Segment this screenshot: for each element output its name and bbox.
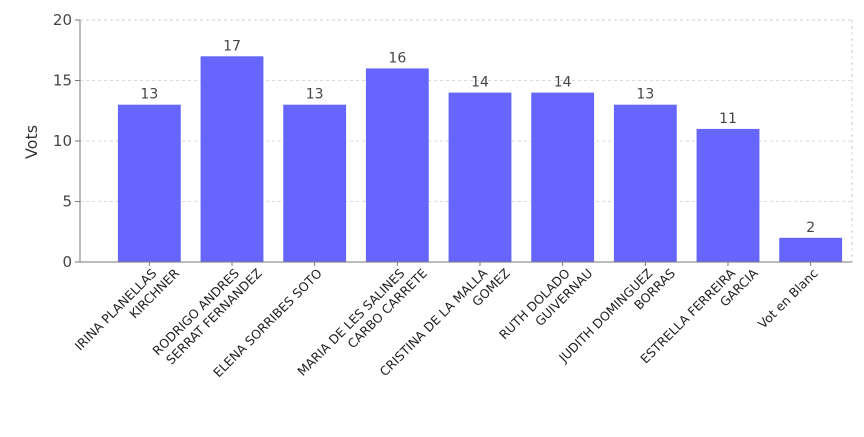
x-tick-label: Vot en Blanc <box>755 265 821 331</box>
data-label: 11 <box>719 111 737 127</box>
category-label-line: Vot en Blanc <box>755 265 821 331</box>
category-label: JUDITH DOMINGUEZBORRAS <box>555 254 678 377</box>
data-label: 13 <box>636 87 654 103</box>
y-tick-label: 20 <box>53 11 72 29</box>
bars: 13 17 13 16 14 14 13 11 2 <box>117 38 843 263</box>
bar <box>117 104 181 262</box>
bar <box>365 68 429 263</box>
category-label: Vot en Blanc <box>755 265 821 331</box>
y-tick-label: 0 <box>62 253 72 271</box>
y-axis-title: Vots <box>22 125 41 159</box>
data-label: 2 <box>806 220 815 236</box>
bar <box>283 104 347 262</box>
data-label: 16 <box>388 50 406 66</box>
y-tick-label: 10 <box>53 132 72 150</box>
category-label-line: SERRAT FERNANDEZ <box>163 266 265 368</box>
category-label: ESTRELLA FERREIRAGARCIA <box>637 254 761 378</box>
bar <box>531 92 595 262</box>
bar <box>200 56 264 262</box>
x-tick-label: ESTRELLA FERREIRAGARCIA <box>637 254 761 378</box>
bar <box>613 104 677 262</box>
x-tick-label: JUDITH DOMINGUEZBORRAS <box>555 254 678 377</box>
bar <box>696 128 760 262</box>
bar <box>448 92 512 262</box>
data-label: 14 <box>471 75 489 91</box>
data-label: 14 <box>554 75 572 91</box>
y-tick-label: 5 <box>62 193 72 211</box>
data-label: 13 <box>140 87 158 103</box>
bar <box>779 237 843 262</box>
data-label: 17 <box>223 38 241 54</box>
data-label: 13 <box>306 87 324 103</box>
y-tick-label: 15 <box>53 72 72 90</box>
